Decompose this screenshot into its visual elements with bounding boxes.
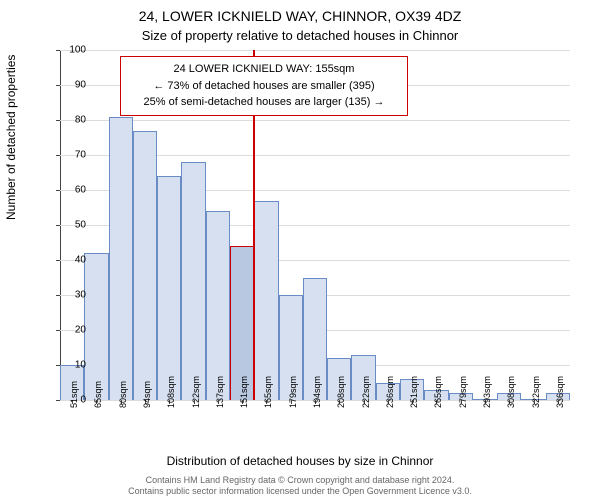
histogram-bar <box>181 162 205 400</box>
xtick-label: 94sqm <box>142 381 152 408</box>
annotation-box: 24 LOWER ICKNIELD WAY: 155sqm ← 73% of d… <box>120 56 408 116</box>
xtick-label: 236sqm <box>385 376 395 408</box>
chart-title: 24, LOWER ICKNIELD WAY, CHINNOR, OX39 4D… <box>0 8 600 24</box>
xtick-label: 322sqm <box>531 376 541 408</box>
ytick-label: 90 <box>56 80 86 91</box>
xtick-label: 208sqm <box>336 376 346 408</box>
xtick-label: 151sqm <box>239 376 249 408</box>
histogram-bar <box>84 253 108 400</box>
ytick-label: 80 <box>56 115 86 126</box>
annotation-line3: 25% of semi-detached houses are larger (… <box>131 94 397 111</box>
footer-attribution: Contains HM Land Registry data © Crown c… <box>0 475 600 498</box>
histogram-bar <box>133 131 157 401</box>
xtick-label: 179sqm <box>288 376 298 408</box>
histogram-bar <box>109 117 133 401</box>
xtick-label: 308sqm <box>506 376 516 408</box>
y-axis-label: Number of detached properties <box>4 55 18 220</box>
footer-line2: Contains public sector information licen… <box>0 486 600 498</box>
grid-line <box>60 50 570 51</box>
histogram-bar <box>206 211 230 400</box>
histogram-bar <box>157 176 181 400</box>
xtick-label: 293sqm <box>482 376 492 408</box>
ytick-label: 100 <box>56 45 86 56</box>
chart-subtitle: Size of property relative to detached ho… <box>0 28 600 43</box>
histogram-chart: 24, LOWER ICKNIELD WAY, CHINNOR, OX39 4D… <box>0 0 600 500</box>
xtick-label: 265sqm <box>433 376 443 408</box>
histogram-bar <box>254 201 278 401</box>
ytick-label: 10 <box>56 360 86 371</box>
annotation-line1: 24 LOWER ICKNIELD WAY: 155sqm <box>131 61 397 78</box>
ytick-label: 70 <box>56 150 86 161</box>
ytick-label: 50 <box>56 220 86 231</box>
xtick-label: 336sqm <box>555 376 565 408</box>
xtick-label: 122sqm <box>191 376 201 408</box>
x-axis-label: Distribution of detached houses by size … <box>0 454 600 468</box>
ytick-label: 20 <box>56 325 86 336</box>
xtick-label: 279sqm <box>458 376 468 408</box>
xtick-label: 108sqm <box>166 376 176 408</box>
xtick-label: 222sqm <box>361 376 371 408</box>
xtick-label: 137sqm <box>215 376 225 408</box>
ytick-label: 60 <box>56 185 86 196</box>
ytick-label: 40 <box>56 255 86 266</box>
xtick-label: 80sqm <box>118 381 128 408</box>
annotation-line2: ← 73% of detached houses are smaller (39… <box>131 78 397 95</box>
ytick-label: 30 <box>56 290 86 301</box>
xtick-label: 51sqm <box>69 381 79 408</box>
grid-line <box>60 120 570 121</box>
footer-line1: Contains HM Land Registry data © Crown c… <box>0 475 600 487</box>
xtick-label: 194sqm <box>312 376 322 408</box>
xtick-label: 65sqm <box>93 381 103 408</box>
xtick-label: 251sqm <box>409 376 419 408</box>
xtick-label: 165sqm <box>263 376 273 408</box>
